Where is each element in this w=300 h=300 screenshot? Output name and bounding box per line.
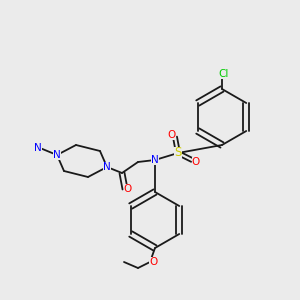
- Text: N: N: [34, 143, 42, 153]
- Text: Cl: Cl: [219, 69, 229, 79]
- Text: N: N: [151, 155, 159, 165]
- Text: O: O: [124, 184, 132, 194]
- Text: N: N: [103, 162, 111, 172]
- Text: O: O: [167, 130, 175, 140]
- Text: O: O: [149, 257, 157, 267]
- Text: O: O: [192, 157, 200, 167]
- Text: N: N: [53, 150, 61, 160]
- Text: S: S: [174, 146, 182, 160]
